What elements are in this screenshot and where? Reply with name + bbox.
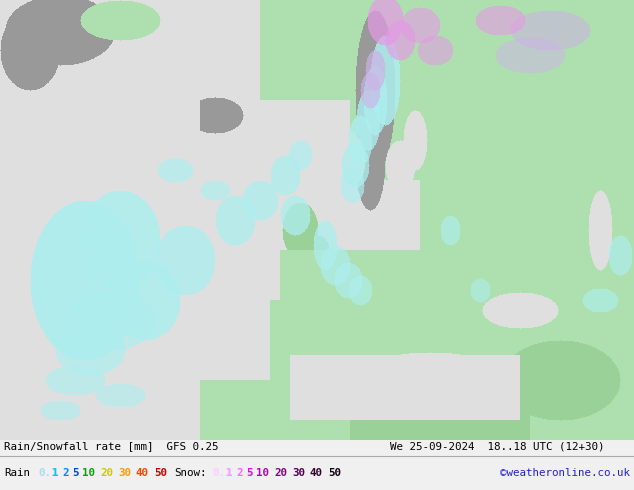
Text: 5: 5: [72, 468, 79, 478]
Text: 1: 1: [52, 468, 58, 478]
Text: 0.1: 0.1: [38, 468, 58, 478]
Text: 2: 2: [236, 468, 242, 478]
Text: 20: 20: [100, 468, 113, 478]
Text: We 25-09-2024  18..18 UTC (12+30): We 25-09-2024 18..18 UTC (12+30): [390, 441, 604, 451]
Text: 10: 10: [82, 468, 95, 478]
Text: 30: 30: [292, 468, 305, 478]
Text: 40: 40: [136, 468, 149, 478]
Text: ©weatheronline.co.uk: ©weatheronline.co.uk: [500, 468, 630, 478]
Text: 5: 5: [246, 468, 252, 478]
Text: 0.1: 0.1: [212, 468, 231, 478]
Text: 20: 20: [274, 468, 287, 478]
Text: Rain/Snowfall rate [mm]  GFS 0.25: Rain/Snowfall rate [mm] GFS 0.25: [4, 441, 219, 451]
Text: Snow:: Snow:: [174, 468, 207, 478]
Text: 1: 1: [226, 468, 233, 478]
Text: 2: 2: [62, 468, 68, 478]
Text: 50: 50: [328, 468, 341, 478]
Text: 50: 50: [154, 468, 167, 478]
Text: 30: 30: [118, 468, 131, 478]
Text: 40: 40: [310, 468, 323, 478]
Text: 10: 10: [256, 468, 269, 478]
Text: Rain: Rain: [4, 468, 30, 478]
